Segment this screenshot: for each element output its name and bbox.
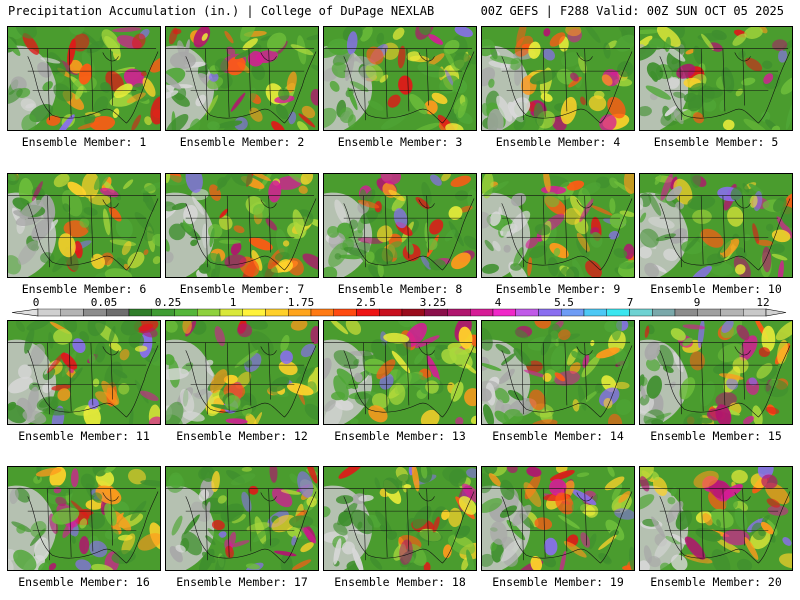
colorbar-segment: [743, 308, 767, 317]
colorbar-labels: 0 0.05 0.25 1 1.75 2.5 3.25 4 5.5 7 9 12: [0, 296, 800, 309]
ensemble-member-label: Ensemble Member: 6: [21, 282, 147, 296]
ensemble-member-label: Ensemble Member: 9: [495, 282, 621, 296]
colorbar-segment: [288, 308, 312, 317]
colorbar-segment: [106, 308, 130, 317]
ensemble-member-label: Ensemble Member: 19: [492, 575, 624, 589]
colorbar-segment: [83, 308, 107, 317]
colorbar-segment: [128, 308, 152, 317]
precipitation-map: [481, 320, 635, 425]
precipitation-map: [481, 26, 635, 131]
colorbar-tick-label: 7: [626, 296, 634, 309]
colorbar-tick-label: 4: [494, 296, 502, 309]
precipitation-map: [323, 26, 477, 131]
colorbar-tick-label: 1.75: [287, 296, 315, 309]
ensemble-member-label: Ensemble Member: 11: [18, 429, 150, 443]
colorbar-segment: [219, 308, 243, 317]
precipitation-map: [165, 320, 319, 425]
colorbar-segment: [561, 308, 585, 317]
precipitation-map: [639, 26, 793, 131]
colorbar-segment: [629, 308, 653, 317]
colorbar-segment: [310, 308, 334, 317]
colorbar-segment: [333, 308, 357, 317]
colorbar-segment: [674, 308, 698, 317]
ensemble-member-label: Ensemble Member: 16: [18, 575, 150, 589]
precipitation-map: [7, 173, 161, 278]
precipitation-map: [165, 173, 319, 278]
colorbar-segment: [697, 308, 721, 317]
ensemble-member-label: Ensemble Member: 13: [334, 429, 466, 443]
ensemble-member-label: Ensemble Member: 20: [650, 575, 782, 589]
ensemble-member-label: Ensemble Member: 3: [337, 135, 463, 149]
colorbar-segment: [197, 308, 221, 317]
run-valid-time: 00Z GEFS | F288 Valid: 00Z SUN OCT 05 20…: [480, 4, 784, 18]
ensemble-member-label: Ensemble Member: 17: [176, 575, 308, 589]
ensemble-member-label: Ensemble Member: 4: [495, 135, 621, 149]
ensemble-member-label: Ensemble Member: 2: [179, 135, 305, 149]
precipitation-map: [323, 173, 477, 278]
colorbar-tick-label: 0.25: [154, 296, 182, 309]
ensemble-member-label: Ensemble Member: 14: [492, 429, 624, 443]
chart-title: Precipitation Accumulation (in.) | Colle…: [8, 4, 435, 18]
colorbar-segment: [492, 308, 516, 317]
colorbar-segment: [515, 308, 539, 317]
colorbar-segment: [174, 308, 198, 317]
precipitation-map: [323, 320, 477, 425]
precipitation-map: [639, 173, 793, 278]
colorbar-segment: [538, 308, 562, 317]
precipitation-map: [165, 466, 319, 571]
colorbar-tick-label: 5.5: [554, 296, 574, 309]
ensemble-member-label: Ensemble Member: 12: [176, 429, 308, 443]
colorbar-tick-label: 1: [229, 296, 237, 309]
colorbar-segment: [356, 308, 380, 317]
colorbar-segment: [242, 308, 266, 317]
ensemble-member-label: Ensemble Member: 1: [21, 135, 147, 149]
colorbar-left-arrow: [11, 308, 39, 317]
colorbar-tick-label: 0: [32, 296, 40, 309]
ensemble-member-label: Ensemble Member: 8: [337, 282, 463, 296]
precipitation-map: [7, 466, 161, 571]
ensemble-member-label: Ensemble Member: 7: [179, 282, 305, 296]
colorbar-segment: [265, 308, 289, 317]
ensemble-member-label: Ensemble Member: 10: [650, 282, 782, 296]
colorbar-segment: [720, 308, 744, 317]
precipitation-map: [323, 466, 477, 571]
colorbar-segment: [60, 308, 84, 317]
colorbar-segment: [424, 308, 448, 317]
colorbar-segment: [606, 308, 630, 317]
colorbar-segment: [583, 308, 607, 317]
precipitation-map: [481, 466, 635, 571]
colorbar-tick-label: 2.5: [356, 296, 376, 309]
ensemble-member-label: Ensemble Member: 5: [653, 135, 779, 149]
colorbar-segment: [470, 308, 494, 317]
colorbar-segment: [652, 308, 676, 317]
colorbar-segment: [37, 308, 61, 317]
precipitation-map: [639, 320, 793, 425]
colorbar-segment: [447, 308, 471, 317]
precipitation-map: [165, 26, 319, 131]
precipitation-map: [481, 173, 635, 278]
colorbar-tick-label: 12: [756, 296, 770, 309]
ensemble-member-label: Ensemble Member: 18: [334, 575, 466, 589]
colorbar-right-arrow: [765, 308, 787, 317]
colorbar-tick-label: 9: [693, 296, 701, 309]
precipitation-map: [639, 466, 793, 571]
ensemble-member-label: Ensemble Member: 15: [650, 429, 782, 443]
colorbar-segment: [379, 308, 403, 317]
precipitation-colorbar: [11, 308, 787, 317]
precipitation-map: [7, 320, 161, 425]
colorbar-segment: [151, 308, 175, 317]
colorbar-tick-label: 3.25: [419, 296, 447, 309]
colorbar-tick-label: 0.05: [90, 296, 118, 309]
precipitation-map: [7, 26, 161, 131]
colorbar-segment: [401, 308, 425, 317]
